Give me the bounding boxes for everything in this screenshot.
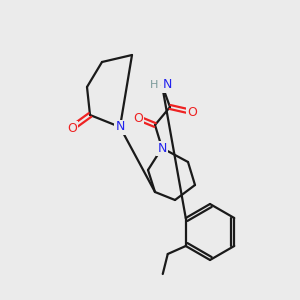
Text: O: O <box>187 106 197 118</box>
Text: N: N <box>162 79 172 92</box>
Text: O: O <box>133 112 143 124</box>
Text: O: O <box>67 122 77 134</box>
Text: N: N <box>115 121 125 134</box>
Text: H: H <box>150 80 158 90</box>
Text: N: N <box>157 142 167 154</box>
